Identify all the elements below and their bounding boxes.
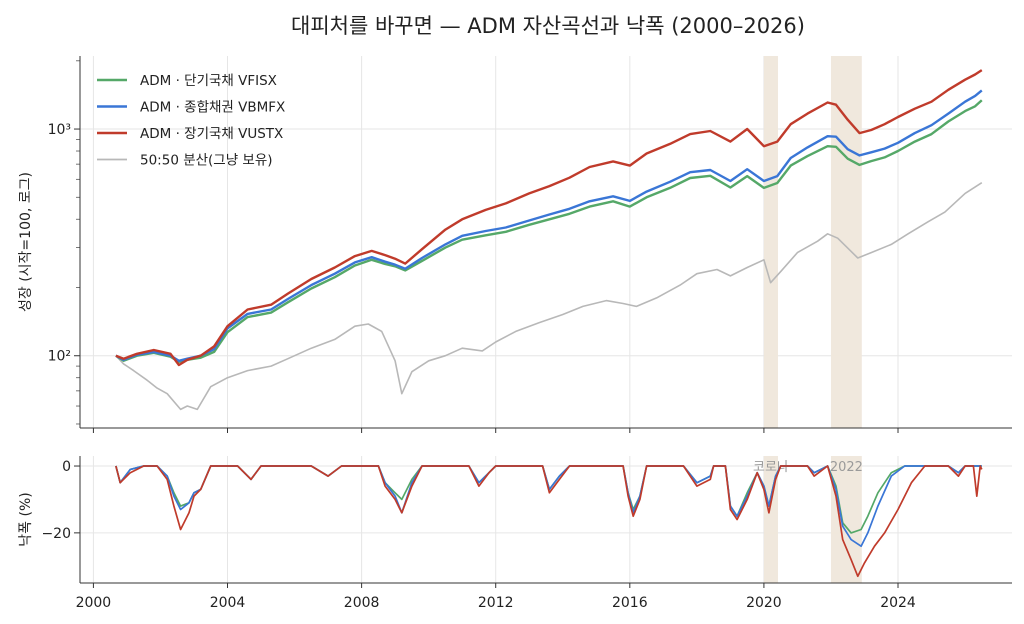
shaded-period <box>763 56 778 428</box>
y-axis-title: 성장 (시작=100, 로그) <box>18 172 34 312</box>
x-tick-label: 2020 <box>746 595 782 611</box>
chart-title: 대피처를 바꾸면 — ADM 자산곡선과 낙폭 (2000–2026) <box>291 14 805 38</box>
growth-panel: 10² 10³ 성장 (시작=100, 로그) ADM · 단기국채 VFISX ADM… <box>18 56 1012 433</box>
x-tick-label: 2012 <box>478 595 514 611</box>
x-tick-label: 2000 <box>76 595 112 611</box>
series-line <box>115 465 983 578</box>
y-tick-label: 0 <box>62 459 71 475</box>
x-tick-label: 2004 <box>210 595 246 611</box>
series-line <box>115 89 983 362</box>
x-tick-label: 2008 <box>344 595 380 611</box>
shaded-period-label: 2022 <box>830 460 863 475</box>
y-tick-label: −20 <box>41 526 71 542</box>
series-line <box>115 99 983 363</box>
x-tick-label: 2016 <box>612 595 648 611</box>
shaded-period <box>830 456 862 583</box>
y-tick-label: 10² <box>48 349 71 365</box>
series-line <box>115 182 983 411</box>
drawdown-panel: 코로나 2022 2000 2004 2008 2012 2016 2020 2024 0 −20 낙… <box>18 456 1012 611</box>
x-tick-label: 2024 <box>880 595 916 611</box>
legend-label: 50:50 분산(그냥 보유) <box>140 153 273 169</box>
shaded-period <box>830 56 862 428</box>
legend-label: ADM · 단기국채 VFISX <box>140 73 277 89</box>
legend-label: ADM · 종합채권 VBMFX <box>140 100 285 116</box>
series-line <box>115 69 983 367</box>
shaded-period-label: 코로나 <box>753 460 789 475</box>
y-tick-label: 10³ <box>48 122 71 138</box>
y-axis-title: 낙폭 (%) <box>18 492 34 546</box>
legend-label: ADM · 장기국채 VUSTX <box>140 126 283 142</box>
